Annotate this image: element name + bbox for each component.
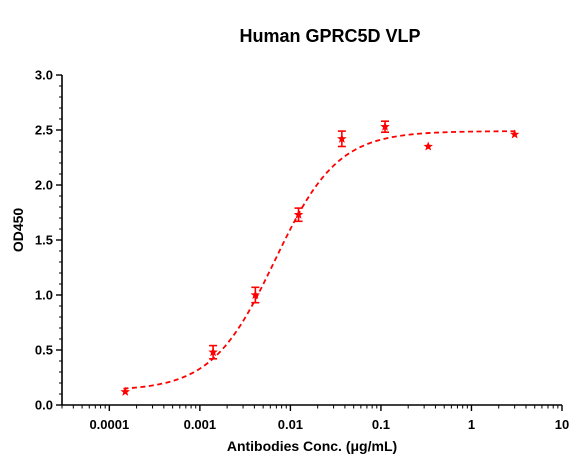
y-tick-label: 0.0	[35, 398, 53, 413]
fit-curve-layer	[123, 130, 517, 390]
y-tick-label: 1.0	[35, 288, 53, 303]
y-tick-label: 3.0	[35, 68, 53, 83]
chart-title: Human GPRC5D VLP	[239, 26, 421, 46]
data-point	[250, 290, 261, 300]
x-tick-label: 0.01	[278, 417, 303, 432]
data-point	[337, 133, 347, 143]
x-axis-title: Antibodies Conc. (μg/mL)	[226, 438, 398, 454]
data-points-layer	[120, 120, 520, 396]
y-tick-label: 2.5	[35, 123, 53, 138]
data-point	[208, 347, 218, 357]
fit-curve	[123, 130, 517, 390]
y-tick-label: 2.0	[35, 178, 53, 193]
data-point	[380, 121, 390, 131]
x-tick-label: 0.0001	[89, 417, 129, 432]
y-tick-label: 0.5	[35, 343, 53, 358]
x-tick-label: 0.001	[184, 417, 217, 432]
data-point	[423, 141, 433, 151]
data-point	[120, 386, 131, 396]
y-tick-label: 1.5	[35, 233, 53, 248]
axes: 0.0 0.5 1.0 1.5 2.0 2.5 3.0 0.0001 0.001 0.01 0.1 1…	[35, 68, 569, 433]
x-tick-label: 10	[555, 417, 569, 432]
data-point	[509, 129, 520, 139]
x-tick-label: 0.1	[372, 417, 390, 432]
x-tick-label: 1	[468, 417, 475, 432]
data-point	[293, 209, 304, 219]
